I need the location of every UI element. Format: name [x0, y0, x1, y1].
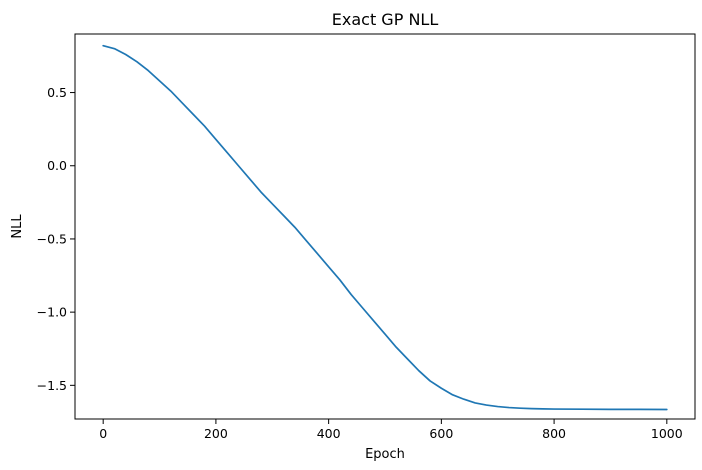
y-tick-label: −0.5: [37, 231, 67, 246]
x-tick-label: 800: [542, 426, 566, 441]
x-tick-label: 0: [99, 426, 107, 441]
y-tick-label: 0.0: [47, 158, 67, 173]
x-axis-label: Epoch: [365, 447, 405, 462]
y-axis-ticks: 0.5 0.0 −0.5 −1.0 −1.5: [37, 85, 75, 393]
y-tick-label: −1.0: [37, 305, 67, 320]
plot-area: [74, 33, 696, 420]
y-tick-label: −1.5: [37, 378, 67, 393]
y-axis-label: NLL: [10, 214, 25, 239]
x-tick-label: 1000: [651, 426, 683, 441]
x-tick-label: 200: [204, 426, 228, 441]
series-layer: [102, 44, 668, 411]
x-axis-ticks: 0 200 400 600 800 1000: [99, 419, 683, 441]
y-tick-label: 0.5: [47, 85, 67, 100]
x-tick-label: 400: [317, 426, 341, 441]
chart-title: Exact GP NLL: [332, 10, 439, 29]
series-line: [102, 44, 668, 411]
x-tick-label: 600: [429, 426, 453, 441]
